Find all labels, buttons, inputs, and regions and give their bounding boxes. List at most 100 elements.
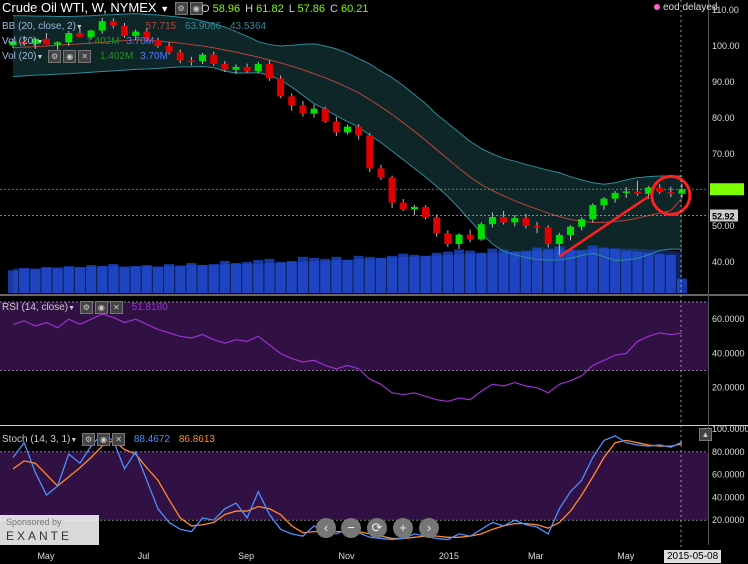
legend-vol1[interactable]: Vol (20)▼ 1.402M 3.70M — [2, 36, 154, 47]
legend-rsi-eye-icon[interactable]: ◉ — [94, 301, 108, 314]
volume-bar — [197, 265, 208, 293]
candle-body — [265, 64, 273, 79]
legend-vol2-ma: 3.70M — [140, 51, 168, 63]
volume-bar — [331, 256, 342, 293]
price-axis-tick-label: 80.00 — [712, 113, 735, 123]
legend-vol1-label: Vol (20) — [2, 36, 37, 47]
legend-stoch-dropdown-icon[interactable]: ▼ — [70, 437, 78, 445]
candle-body — [20, 41, 28, 44]
legend-vol1-ma: 3.70M — [126, 36, 155, 47]
legend-stoch-eye-icon[interactable]: ◉ — [97, 433, 111, 446]
candle-body — [176, 52, 184, 61]
price-axis-tick-label: 40.00 — [712, 257, 735, 267]
reset-chart-button[interactable]: ⟳ — [367, 518, 387, 538]
bb-band-fill — [13, 13, 682, 261]
settings-icon[interactable]: ⚙ — [174, 2, 188, 16]
volume-bar — [320, 258, 331, 293]
candle-body — [143, 31, 151, 41]
volume-bar — [476, 252, 487, 293]
candle-body — [344, 126, 351, 133]
volume-bar — [19, 268, 30, 293]
candle-body — [165, 46, 173, 53]
eye-icon[interactable]: ◉ — [189, 2, 203, 16]
candle-body — [366, 135, 374, 169]
title-text: Crude Oil WTI, W, NYMEX — [2, 0, 157, 15]
scroll-left-button[interactable]: ‹ — [316, 518, 336, 538]
volume-bar — [41, 267, 52, 293]
candle-body — [678, 189, 686, 194]
pane-collapse-icon[interactable]: ▲ — [699, 428, 712, 441]
sponsor-caption: Sponsored by — [6, 517, 62, 527]
legend-rsi-dropdown-icon[interactable]: ▼ — [68, 305, 76, 313]
volume-bar — [520, 250, 531, 293]
legend-rsi[interactable]: RSI (14, close)▼ ⚙ ◉ ✕ 51.8180 — [2, 301, 168, 314]
scroll-right-button[interactable]: › — [419, 518, 439, 538]
candle-body — [288, 96, 296, 106]
ohlc-readout: O 58.96 H 61.82 L 57.86 C 60.21 — [201, 3, 374, 15]
volume-bar — [275, 262, 286, 293]
volume-bar — [286, 260, 297, 293]
volume-bar — [487, 248, 498, 293]
legend-vol2-dropdown-icon[interactable]: ▼ — [36, 54, 44, 62]
chart-title[interactable]: Crude Oil WTI, W, NYMEX ▼ ⚙ ◉ — [2, 0, 203, 16]
candle-body — [444, 233, 452, 244]
zoom-out-button[interactable]: − — [341, 518, 361, 538]
candle-body — [600, 198, 608, 206]
stoch-axis-tick-label: 100.0000 — [712, 424, 748, 434]
candle-body — [533, 226, 541, 228]
volume-bar — [253, 259, 264, 293]
candle-body — [578, 219, 586, 227]
volume-bar — [130, 266, 141, 293]
legend-stoch[interactable]: Stoch (14, 3, 1)▼ ⚙ ◉ ✕ 88.4672 86.8613 — [2, 433, 215, 446]
volume-bar — [442, 251, 453, 293]
legend-stoch-k-value: 88.4672 — [133, 434, 171, 446]
legend-vol2[interactable]: Vol (20)▼ ⚙ ◉ ✕ 1.402M 3.70M — [2, 50, 168, 63]
zoom-in-button[interactable]: + — [393, 518, 413, 538]
time-axis-tick-label: Jul — [138, 551, 150, 561]
candle-body — [121, 25, 128, 36]
volume-bar — [598, 247, 609, 293]
candle-body — [355, 126, 363, 136]
volume-bar — [454, 249, 464, 293]
time-axis-tick-label: Sep — [238, 551, 254, 561]
rsi-line — [12, 313, 683, 403]
candle-body — [544, 227, 552, 244]
legend-rsi-close-icon[interactable]: ✕ — [109, 301, 123, 314]
volume-bar — [63, 266, 74, 293]
volume-bar — [8, 270, 18, 293]
legend-bb[interactable]: BB (20, close, 2)▼ 57.715 63.9066 43.536… — [2, 21, 266, 32]
legend-rsi-settings-icon[interactable]: ⚙ — [79, 301, 93, 314]
legend-bb-dropdown-icon[interactable]: ▼ — [75, 24, 83, 31]
legend-vol2-eye-icon[interactable]: ◉ — [63, 50, 77, 63]
sponsor-banner[interactable]: Sponsored by EXANTE — [0, 515, 99, 545]
legend-vol1-dropdown-icon[interactable]: ▼ — [36, 39, 44, 46]
legend-vol2-settings-icon[interactable]: ⚙ — [48, 50, 62, 63]
legend-stoch-close-icon[interactable]: ✕ — [112, 433, 126, 446]
title-dropdown-icon[interactable]: ▼ — [160, 4, 170, 14]
volume-bar — [665, 254, 676, 293]
legend-stoch-settings-icon[interactable]: ⚙ — [82, 433, 96, 446]
volume-bar — [375, 257, 386, 293]
legend-stoch-label: Stoch (14, 3, 1) — [2, 434, 71, 446]
volume-bar — [431, 252, 442, 293]
legend-vol2-close-icon[interactable]: ✕ — [78, 50, 92, 63]
candle-body — [310, 108, 318, 114]
candle-body — [332, 121, 340, 133]
time-axis-tick-label: May — [37, 551, 55, 561]
volume-bar — [398, 253, 409, 293]
ohlc-value-o: 58.96 — [212, 3, 241, 15]
candle-body — [455, 234, 463, 244]
volume-bar — [498, 249, 509, 293]
stoch-axis-tick-label: 40.0000 — [712, 492, 745, 502]
volume-bar — [86, 265, 97, 293]
candle-body — [132, 31, 140, 36]
candle-body — [667, 192, 675, 194]
candle-body — [277, 78, 285, 97]
price-axis-tick-label: 90.00 — [712, 77, 735, 87]
legend-vol1-value: 1.402M — [86, 36, 120, 47]
time-axis-tick-label: Nov — [339, 551, 356, 561]
ohlc-value-c: 60.21 — [340, 3, 369, 15]
cursor-date-badge: 2015-05-08 — [664, 550, 722, 563]
